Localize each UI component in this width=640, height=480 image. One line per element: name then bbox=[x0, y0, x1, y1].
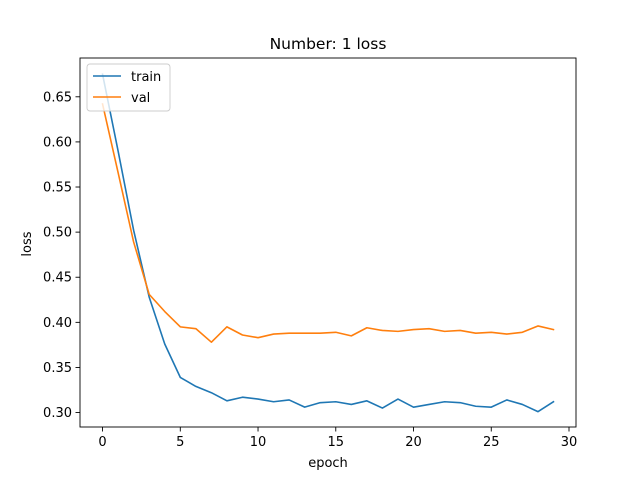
series-line-train bbox=[101, 73, 555, 413]
y-tick-label: 0.55 bbox=[43, 181, 72, 196]
series-line-val bbox=[101, 103, 555, 343]
x-tick-label: 30 bbox=[561, 435, 578, 450]
plot-frame bbox=[79, 57, 577, 428]
y-tick-label: 0.30 bbox=[43, 406, 72, 421]
y-tick-label: 0.65 bbox=[43, 90, 72, 105]
x-tick-label: 10 bbox=[250, 435, 267, 450]
x-tick-label: 0 bbox=[98, 435, 106, 450]
x-tick-label: 15 bbox=[328, 435, 345, 450]
legend-label-train: train bbox=[131, 70, 161, 85]
y-tick-label: 0.50 bbox=[43, 226, 72, 241]
x-axis-label: epoch bbox=[308, 456, 348, 471]
plot-background bbox=[80, 58, 576, 427]
y-tick-label: 0.35 bbox=[43, 361, 72, 376]
x-tick-label: 5 bbox=[176, 435, 184, 450]
y-axis-label: loss bbox=[20, 231, 35, 256]
y-tick-label: 0.45 bbox=[43, 271, 72, 286]
x-tick-label: 20 bbox=[405, 435, 422, 450]
x-tick-label: 25 bbox=[483, 435, 500, 450]
plot-area: 0 5 10 15 20 25 30 0.30 0.35 0.40 0.45 0.50 0.55 0.60… bbox=[43, 57, 578, 450]
chart-title: Number: 1 loss bbox=[270, 35, 387, 53]
y-tick-label: 0.60 bbox=[43, 135, 72, 150]
y-tick-label: 0.40 bbox=[43, 316, 72, 331]
legend-label-val: val bbox=[131, 91, 150, 106]
